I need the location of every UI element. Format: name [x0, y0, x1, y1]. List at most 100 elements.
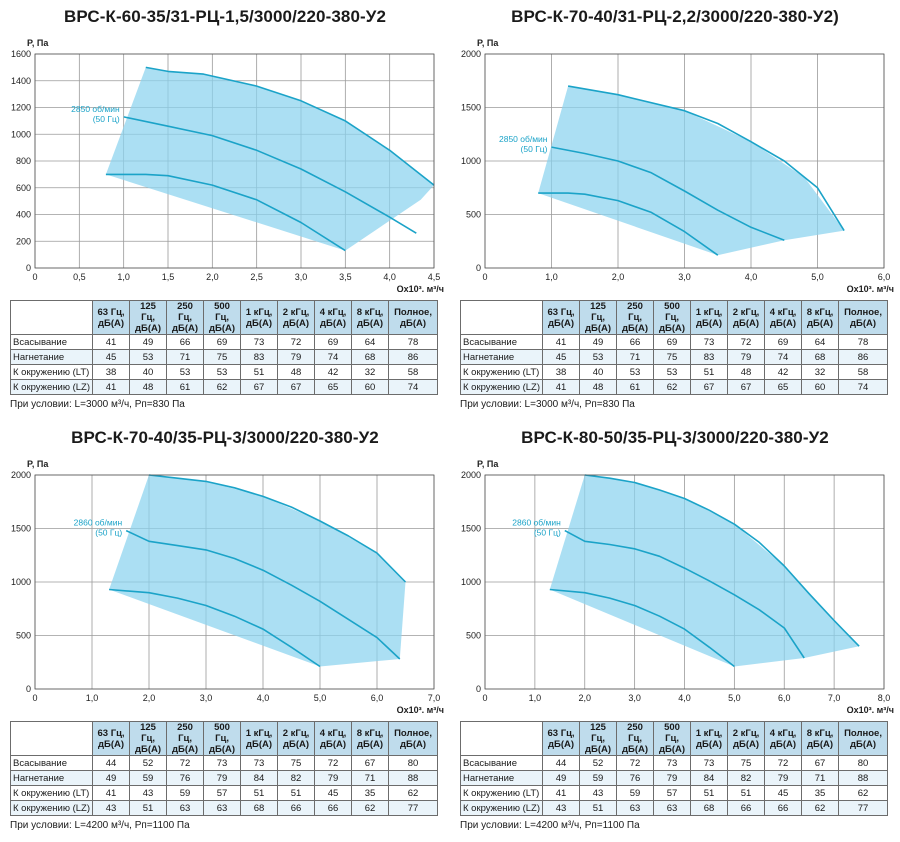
- table-cell: 86: [388, 349, 439, 365]
- table-cell: 48: [727, 364, 766, 380]
- table-cell: 62: [351, 800, 390, 816]
- characteristic-curve-2: [123, 116, 417, 234]
- table-cell: 66: [277, 800, 316, 816]
- x-tick-label: 0: [482, 693, 487, 703]
- table-cell: 58: [388, 364, 439, 380]
- x-axis-label: Qx10³, м³/ч: [397, 705, 444, 713]
- table-column-header: 2 кГц, дБ(А): [277, 721, 316, 756]
- operating-region: [109, 475, 406, 667]
- y-tick-label: 1000: [461, 577, 481, 587]
- x-tick-label: 0: [32, 272, 37, 282]
- table-header-row: 63 Гц, дБ(А) 125 Гц, дБ(А) 250 Гц, дБ(А) 500 Г…: [459, 300, 889, 335]
- table-cell: 62: [388, 785, 439, 801]
- performance-chart-3: 0 1,0 2,0 3,0 4,0 5,0 6,0 7,0 0 500 1000 1500 2000P,…: [11, 459, 444, 713]
- y-tick-label: 1500: [461, 103, 481, 113]
- table-cell: 74: [388, 379, 439, 395]
- x-tick-label: 5,0: [728, 693, 741, 703]
- operating-region: [538, 86, 845, 256]
- y-tick-label: 0: [26, 263, 31, 273]
- table-cell: 75: [203, 349, 242, 365]
- table-cell: 53: [579, 349, 618, 365]
- y-tick-label: 0: [476, 684, 481, 694]
- table-cell: 66: [314, 800, 353, 816]
- table-cell: 42: [314, 364, 353, 380]
- table-row: К окружению (LT) 38 40 53 53 51 48 42 32 58: [459, 364, 889, 380]
- table-cell: 49: [542, 770, 581, 786]
- table-row: К окружению (LT) 41 43 59 57 51 51 45 35 62: [9, 785, 439, 801]
- table-row: К окружению (LT) 41 43 59 57 51 51 45 35 62: [459, 785, 889, 801]
- table-cell: 72: [616, 755, 655, 771]
- table-column-header: 8 кГц, дБ(А): [351, 721, 390, 756]
- table-row-label: Нагнетание: [459, 349, 544, 365]
- table-corner-cell: [9, 721, 94, 756]
- table-cell: 52: [129, 755, 168, 771]
- table-cell: 71: [166, 349, 205, 365]
- table-cell: 48: [579, 379, 618, 395]
- table-cell: 72: [314, 755, 353, 771]
- x-tick-label: 4,0: [257, 693, 270, 703]
- table-cell: 40: [579, 364, 618, 380]
- table-column-header: Полное, дБ(А): [838, 300, 889, 335]
- table-cell: 35: [351, 785, 390, 801]
- table-cell: 82: [277, 770, 316, 786]
- x-axis-label: Qx10³, м³/ч: [847, 284, 894, 292]
- table-cell: 41: [92, 334, 131, 350]
- table-column-header: 63 Гц, дБ(А): [92, 721, 131, 756]
- y-tick-label: 1400: [11, 76, 31, 86]
- table-column-header: 1 кГц, дБ(А): [690, 721, 729, 756]
- table-cell: 69: [653, 334, 692, 350]
- y-tick-label: 800: [16, 156, 31, 166]
- table-row: К окружению (LT) 38 40 53 53 51 48 42 32 58: [9, 364, 439, 380]
- table-cell: 45: [314, 785, 353, 801]
- chart-title: ВРС-К-70-40/35-РЦ-3/3000/220-380-У2: [71, 428, 379, 447]
- table-cell: 75: [653, 349, 692, 365]
- table-header-row: 63 Гц, дБ(А) 125 Гц, дБ(А) 250 Гц, дБ(А) 500 Г…: [459, 721, 889, 756]
- y-tick-label: 2000: [461, 470, 481, 480]
- rpm-label: 2850 об/мин: [499, 134, 548, 144]
- table-row-label: К окружению (LZ): [459, 379, 544, 395]
- table-cell: 77: [838, 800, 889, 816]
- table-row: Нагнетание 49 59 76 79 84 82 79 71 88: [9, 770, 439, 786]
- y-tick-label: 200: [16, 236, 31, 246]
- x-tick-label: 7,0: [828, 693, 841, 703]
- table-cell: 45: [764, 785, 803, 801]
- performance-chart-4: 0 1,0 2,0 3,0 4,0 5,0 6,0 7,0 8,0 0 500 1000 1500 200…: [461, 459, 894, 713]
- table-cell: 53: [129, 349, 168, 365]
- table-cell: 67: [240, 379, 279, 395]
- table-cell: 78: [388, 334, 439, 350]
- plot-frame: [484, 474, 885, 690]
- table-cell: 51: [129, 800, 168, 816]
- table-column-header: 8 кГц, дБ(А): [801, 300, 840, 335]
- x-tick-label: 6,0: [878, 272, 891, 282]
- table-cell: 74: [838, 379, 889, 395]
- table-column-header: 250 Гц, дБ(А): [616, 721, 655, 756]
- table-column-header: 4 кГц, дБ(А): [314, 300, 353, 335]
- table-column-header: 63 Гц, дБ(А): [542, 300, 581, 335]
- table-cell: 88: [838, 770, 889, 786]
- noise-table-3: 63 Гц, дБ(А) 125 Гц, дБ(А) 250 Гц, дБ(А) 500 Г…: [9, 721, 439, 816]
- table-cell: 66: [166, 334, 205, 350]
- table-header-row: 63 Гц, дБ(А) 125 Гц, дБ(А) 250 Гц, дБ(А) 500 Г…: [9, 721, 439, 756]
- table-column-header: 4 кГц, дБ(А): [764, 721, 803, 756]
- x-tick-label: 5,0: [314, 693, 327, 703]
- table-cell: 73: [240, 755, 279, 771]
- table-column-header: 125 Гц, дБ(А): [129, 721, 168, 756]
- table-cell: 76: [166, 770, 205, 786]
- table-column-header: Полное, дБ(А): [388, 300, 439, 335]
- table-column-header: 500 Гц, дБ(А): [203, 721, 242, 756]
- y-tick-label: 400: [16, 210, 31, 220]
- table-column-header: 1 кГц, дБ(А): [690, 300, 729, 335]
- y-tick-label: 600: [16, 183, 31, 193]
- x-tick-label: 2,0: [143, 693, 156, 703]
- condition-note: При условии: L=4200 м³/ч, Рп=1100 Па: [460, 820, 640, 831]
- table-row-label: Всасывание: [9, 755, 94, 771]
- rpm-label: 2860 об/мин: [74, 518, 123, 528]
- table-cell: 49: [129, 334, 168, 350]
- operating-region: [105, 67, 435, 251]
- x-tick-label: 0: [482, 272, 487, 282]
- table-cell: 75: [727, 755, 766, 771]
- table-cell: 51: [277, 785, 316, 801]
- x-tick-label: 1,0: [86, 693, 99, 703]
